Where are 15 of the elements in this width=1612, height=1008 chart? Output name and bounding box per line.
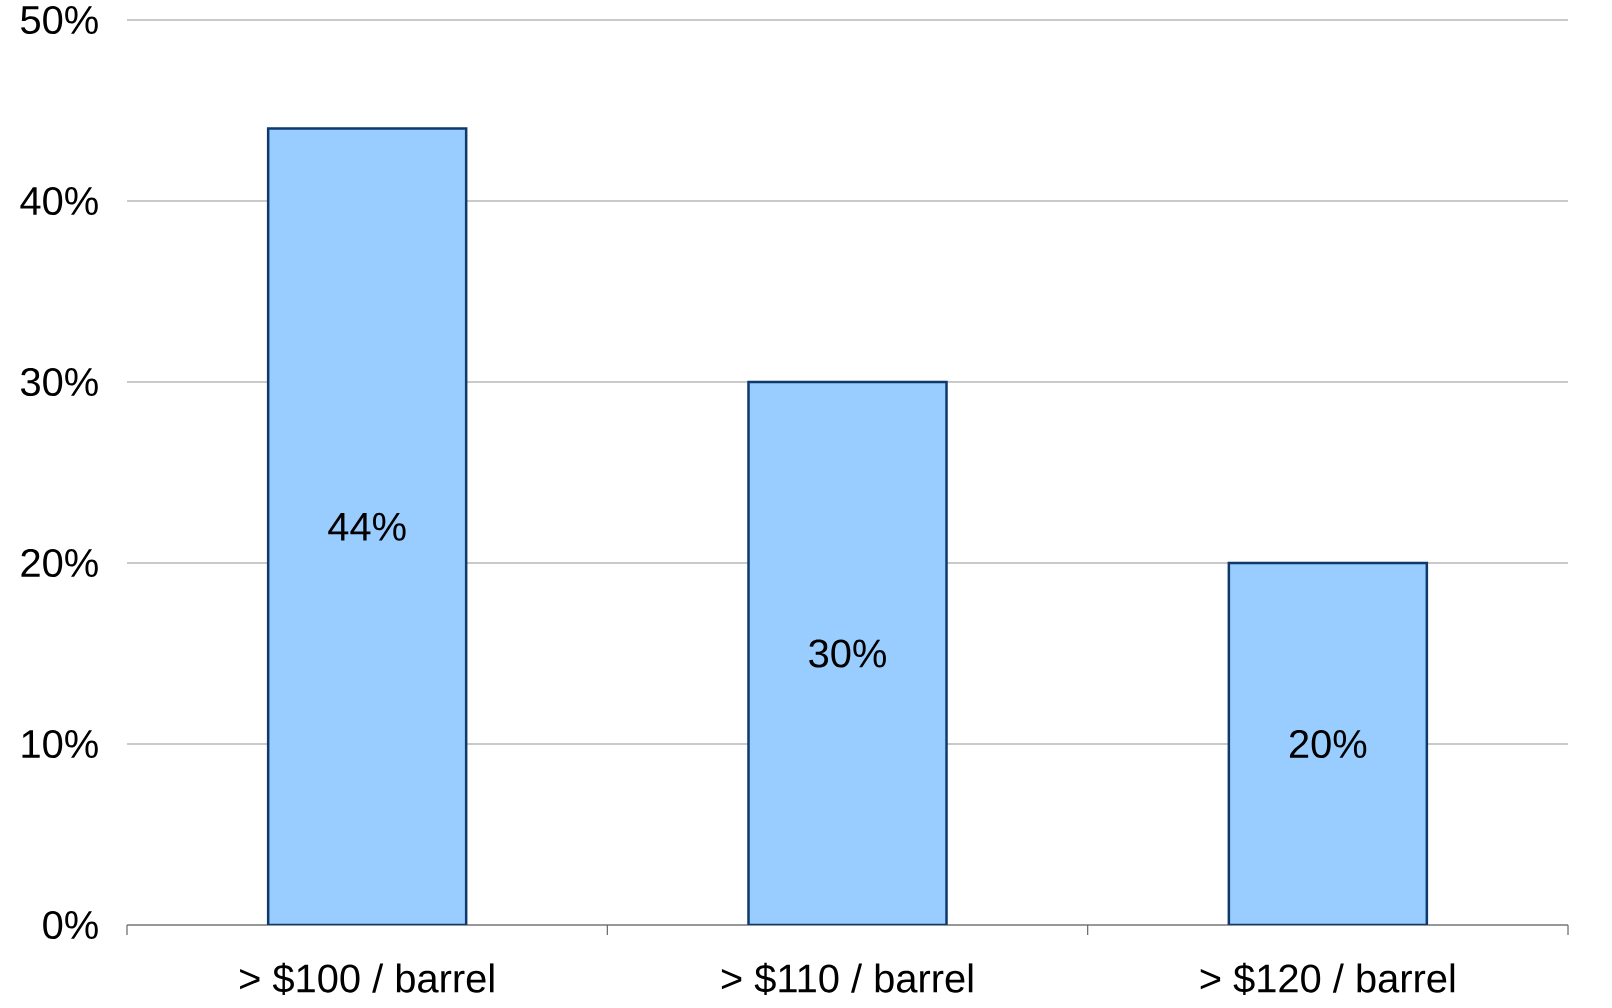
y-tick-label: 0% [43,910,98,940]
y-tick-label: 10% [22,729,98,759]
bar [1227,561,1429,925]
y-tick-label: 30% [20,367,98,397]
data-label: 30% [809,639,886,668]
bar [747,380,948,925]
x-tick-label: > $110 / barrel [721,962,973,996]
y-tick-label: 20% [21,548,98,578]
bar [266,127,468,925]
data-label: 20% [1289,729,1367,759]
x-tick-label: > $100 / barrel [240,962,494,996]
data-label: 44% [328,512,406,541]
y-tick-label: 40% [20,186,98,216]
x-tick-label: > $120 / barrel [1200,962,1455,996]
y-tick-label: 50% [21,5,98,35]
